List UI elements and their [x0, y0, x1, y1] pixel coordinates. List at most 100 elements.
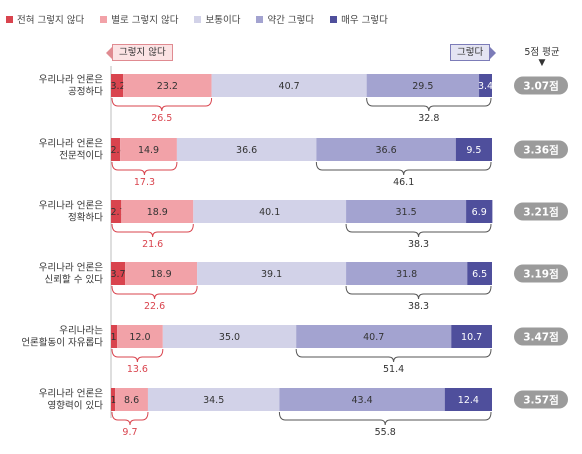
negative-brace [111, 348, 164, 363]
bar-segment [162, 325, 297, 348]
bar-segment [111, 325, 118, 348]
bar-segment [466, 200, 493, 223]
category-label: 우리나라 언론은 신뢰할 수 있다 [39, 262, 103, 286]
bar-segment [111, 74, 124, 97]
category-label-line: 우리나라 언론은 [39, 138, 103, 150]
category-label: 우리나라 언론은 공정하다 [39, 74, 103, 98]
legend-swatch [100, 15, 108, 23]
legend-swatch [256, 15, 264, 23]
legend-label: 별로 그렇지 않다 [111, 15, 179, 26]
negative-sum-label: 21.6 [142, 239, 163, 250]
data-label: 8.6 [124, 395, 139, 406]
data-label: 2.4 [110, 145, 125, 156]
data-label: 14.9 [138, 145, 159, 156]
data-label: 23.2 [157, 81, 178, 92]
category-label: 우리나라 언론은 영향력이 있다 [39, 388, 103, 412]
average-value: 3.47점 [523, 332, 559, 344]
bar-segment [111, 138, 121, 161]
data-label: 10.7 [461, 332, 482, 343]
bar-segment [366, 74, 480, 97]
category-label-line: 전문적이다 [59, 150, 103, 162]
data-label: 29.5 [412, 81, 433, 92]
negative-tag: 그렇지 않다 [106, 44, 173, 61]
bar-segment [346, 200, 467, 223]
average-badge [514, 390, 568, 409]
positive-brace [295, 348, 492, 363]
bar-segment [111, 262, 126, 285]
negative-sum-label: 26.5 [151, 113, 172, 124]
positive-brace [366, 97, 492, 112]
data-label: 36.6 [236, 145, 257, 156]
legend-item: 보통이다 [194, 12, 240, 26]
bar-segment [197, 262, 347, 285]
data-label: 35.0 [219, 332, 240, 343]
data-label: 34.5 [203, 395, 224, 406]
data-label: 40.7 [279, 81, 300, 92]
data-label: 36.6 [376, 145, 397, 156]
category-label-line: 영향력이 있다 [48, 400, 104, 412]
bar-segment [117, 325, 163, 348]
bar-segment [467, 262, 492, 285]
data-label: 3.2 [110, 81, 125, 92]
data-label: 12.4 [458, 395, 479, 406]
data-label: 3.7 [110, 269, 125, 280]
data-label: 18.9 [151, 269, 172, 280]
legend-label: 약간 그렇다 [267, 15, 315, 26]
down-arrow-icon: ▼ [538, 58, 546, 68]
bar-segment [444, 388, 492, 411]
data-label: 3.4 [478, 81, 493, 92]
bar-segment [176, 138, 317, 161]
bar-segment [479, 74, 492, 97]
bar-segment [296, 325, 452, 348]
positive-brace [345, 285, 492, 300]
category-label: 우리나라 언론은 정확하다 [39, 200, 103, 224]
positive-brace [315, 161, 492, 176]
average-header: 5점 평균 ▼ [518, 44, 566, 68]
legend-label: 보통이다 [205, 15, 241, 26]
average-badge [514, 327, 568, 346]
positive-sum-label: 51.4 [383, 364, 404, 375]
data-label: 12.0 [129, 332, 150, 343]
bar-segment [120, 138, 177, 161]
bar-segment [123, 74, 212, 97]
legend-swatch [194, 15, 202, 23]
average-value: 3.07점 [523, 81, 559, 93]
data-label: 40.1 [259, 207, 280, 218]
negative-sum-label: 13.6 [127, 364, 148, 375]
data-label: 9.5 [466, 145, 481, 156]
legend-item: 전혀 그렇지 않다 [6, 12, 84, 26]
bar-segment [111, 388, 116, 411]
average-badge [514, 202, 568, 221]
positive-brace [278, 411, 492, 426]
average-badge [514, 264, 568, 283]
negative-brace [111, 161, 178, 176]
negative-brace [111, 411, 149, 426]
positive-sum-label: 38.3 [408, 301, 429, 312]
legend-label: 전혀 그렇지 않다 [17, 15, 85, 26]
category-label-line: 언론활동이 자유롭다 [21, 337, 103, 349]
category-label-line: 공정하다 [68, 86, 103, 98]
legend-item: 매우 그렇다 [330, 12, 388, 26]
legend-item: 별로 그렇지 않다 [100, 12, 178, 26]
data-label: 39.1 [261, 269, 282, 280]
average-value: 3.19점 [523, 269, 559, 281]
data-label: 31.5 [396, 207, 417, 218]
bar-segment [193, 200, 347, 223]
data-label: 6.9 [472, 207, 487, 218]
data-label: 2.7 [110, 207, 125, 218]
positive-sum-label: 32.8 [418, 113, 439, 124]
bar-segment [147, 388, 280, 411]
category-label-line: 우리나라 언론은 [39, 74, 103, 86]
legend-swatch [330, 15, 338, 23]
average-badge [514, 76, 568, 95]
legend-label: 매우 그렇다 [341, 15, 388, 26]
data-label: 43.4 [352, 395, 373, 406]
bar-segment [279, 388, 445, 411]
bar-segment [451, 325, 492, 348]
positive-brace [345, 223, 492, 238]
average-value: 3.36점 [523, 145, 559, 157]
bar-segment [455, 138, 492, 161]
data-label: 18.9 [147, 207, 168, 218]
bar-segment [316, 138, 456, 161]
